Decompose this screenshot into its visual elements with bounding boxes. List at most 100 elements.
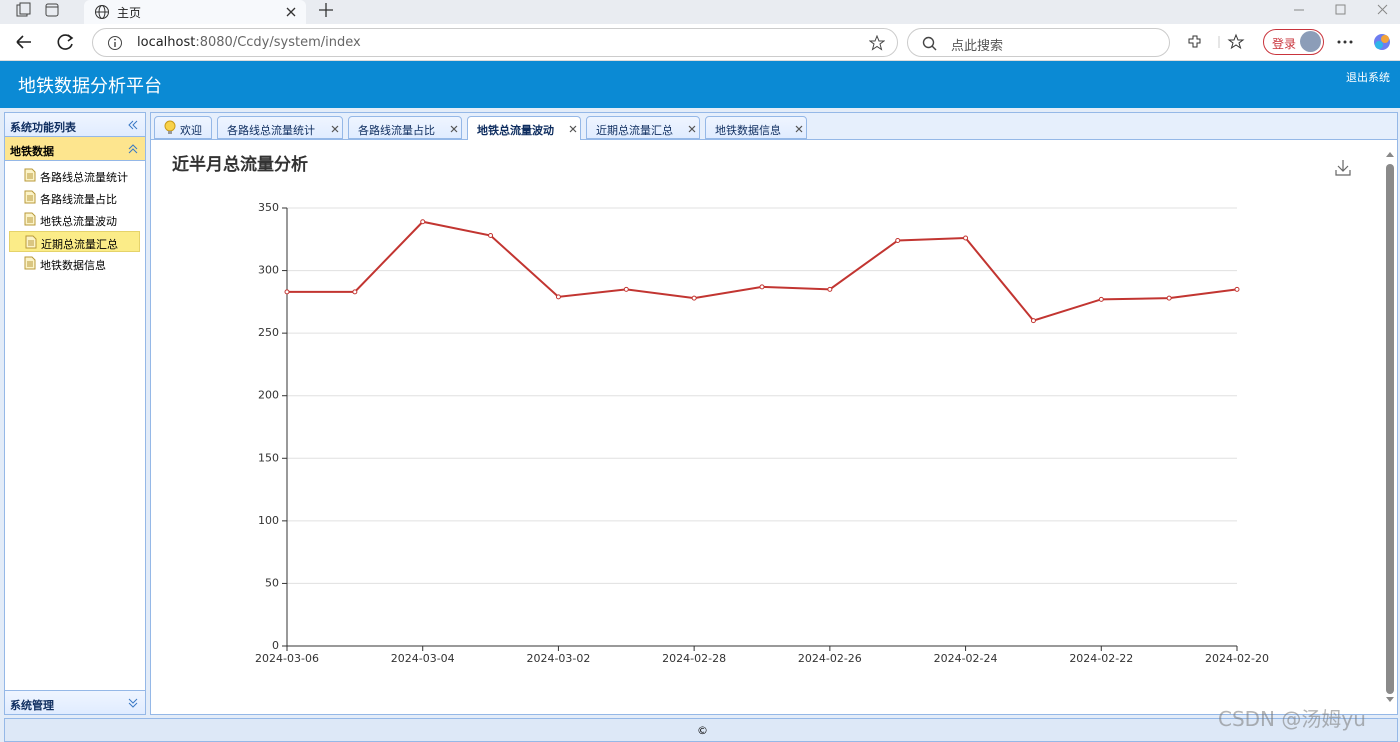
tab-close-shape: [795, 125, 803, 133]
group-toggle-icon[interactable]: [127, 697, 139, 709]
close-icon[interactable]: [286, 7, 296, 17]
file-icon-shape: [25, 235, 37, 249]
tab[interactable]: 各路线流量占比: [348, 116, 462, 139]
x-tick-label: 2024-03-04: [391, 652, 455, 665]
address-bar[interactable]: localhost:8080/Ccdy/system/index: [92, 28, 898, 57]
nav-icons[interactable]: [14, 33, 78, 51]
tab-label: 地铁数据信息: [715, 124, 781, 137]
data-point: [691, 295, 697, 301]
login-label: 登录: [1272, 37, 1297, 51]
avatar: [1300, 31, 1321, 52]
menu-item[interactable]: 近期总流量汇总: [9, 231, 140, 252]
browser-tab[interactable]: 主页: [84, 0, 306, 24]
menu-items: 各路线总流量统计各路线流量占比 地铁总流量波动近期总流量汇总 地铁数据信息: [5, 165, 145, 285]
url-path: :8080/Ccdy/system/index: [195, 35, 361, 50]
menu-item-label: 各路线总流量统计: [40, 171, 128, 184]
tab-label: 各路线总流量统计: [227, 124, 315, 137]
browser-tab-title: 主页: [117, 6, 142, 20]
tab-close[interactable]: [331, 125, 339, 133]
info-icon: [108, 36, 122, 50]
tab-actions-icons[interactable]: [16, 2, 60, 18]
footer: ©: [4, 718, 1398, 742]
favorite-icon[interactable]: [869, 35, 885, 51]
url-host: localhost: [137, 35, 196, 50]
group-label: 系统管理: [10, 699, 54, 712]
menu-item[interactable]: 各路线总流量统计: [9, 165, 140, 186]
group-toggle-icon[interactable]: [127, 143, 139, 155]
sidebar-header: 系统功能列表: [5, 113, 145, 137]
data-point: [895, 238, 901, 244]
search-box[interactable]: 点此搜索: [907, 28, 1170, 57]
chart: 近半月总流量分析 0 50 100 150 200 250 300 350 2024-03-06…: [172, 154, 1351, 665]
sidebar: 系统功能列表 地铁数据 各路线总流量统计各路线流量占比 地铁总流量波动近期总流量汇…: [4, 112, 146, 715]
menu-item-label: 近期总流量汇总: [41, 238, 118, 251]
menu-item-label: 地铁数据信息: [40, 259, 106, 272]
file-icon: [24, 168, 36, 182]
logout-link[interactable]: 退出系统: [1346, 71, 1390, 84]
y-tick-label: 50: [265, 576, 279, 589]
data-point: [1098, 296, 1104, 302]
file-icon-lines: [27, 173, 33, 179]
tab-close-shape: [450, 125, 458, 133]
y-tick-label: 0: [272, 639, 279, 652]
data-point: [963, 235, 969, 241]
group-header[interactable]: 地铁数据: [5, 137, 145, 161]
tab[interactable]: 地铁总流量波动: [467, 116, 581, 140]
tab[interactable]: 各路线总流量统计: [217, 116, 343, 139]
scroll-thumb[interactable]: [1386, 164, 1394, 694]
footer-text: ©: [697, 724, 708, 737]
menu-and-copilot[interactable]: [1336, 33, 1392, 53]
tab-label: 欢迎: [180, 124, 202, 137]
group-label: 地铁数据: [10, 145, 54, 158]
data-point: [1234, 286, 1240, 292]
file-icon-lines: [27, 195, 33, 201]
scroll-down[interactable]: [1385, 696, 1395, 704]
tab-close[interactable]: [795, 125, 803, 133]
tab-close[interactable]: [688, 125, 696, 133]
file-icon-shape: [24, 212, 36, 226]
menu-item[interactable]: 地铁数据信息: [9, 253, 140, 274]
data-point: [759, 284, 765, 290]
tab-label: 各路线流量占比: [358, 124, 435, 137]
toolbar-icons[interactable]: [1186, 33, 1256, 51]
menu-item[interactable]: 各路线流量占比: [9, 187, 140, 208]
tab[interactable]: 近期总流量汇总: [586, 116, 700, 139]
tab-close-shape: [688, 125, 696, 133]
tab-label: 地铁总流量波动: [477, 124, 554, 137]
download-icon[interactable]: [1335, 160, 1351, 176]
new-tab-icon[interactable]: [318, 2, 334, 18]
tab[interactable]: 地铁数据信息: [705, 116, 807, 139]
tab[interactable]: 欢迎: [154, 116, 212, 139]
group-header[interactable]: 系统管理: [5, 690, 145, 714]
file-icon-shape: [24, 256, 36, 270]
data-line: [287, 220, 1238, 322]
login-button[interactable]: 登录: [1263, 29, 1324, 55]
app-title: 地铁数据分析平台: [18, 76, 162, 97]
y-tick-label: 350: [258, 201, 279, 214]
tab-close-shape: [331, 125, 339, 133]
bulb-icon: [164, 120, 176, 134]
search-placeholder: 点此搜索: [951, 39, 1004, 54]
tab-close[interactable]: [450, 125, 458, 133]
x-tick-label: 2024-03-02: [526, 652, 590, 665]
bulb-glass: [164, 120, 176, 132]
data-point: [488, 233, 494, 239]
data-point: [1166, 295, 1172, 301]
tab-label: 近期总流量汇总: [596, 124, 673, 137]
scrollbar[interactable]: [1384, 150, 1396, 705]
data-point: [420, 219, 426, 225]
sidebar-title: 系统功能列表: [10, 121, 76, 134]
tab-strip: 欢迎 各路线总流量统计 各路线流量占比 地铁总流量波动 近期总流量汇总 地铁数据信息: [151, 113, 1397, 140]
y-tick-label: 300: [258, 264, 279, 277]
collapse-icon[interactable]: [127, 119, 139, 131]
tab-close[interactable]: [569, 125, 577, 133]
file-icon: [24, 212, 36, 226]
scroll-up[interactable]: [1385, 150, 1395, 158]
data-point: [352, 289, 358, 295]
file-icon-lines: [27, 217, 33, 223]
menu-item[interactable]: 地铁总流量波动: [9, 209, 140, 230]
window-controls[interactable]: [1290, 2, 1390, 18]
y-tick-label: 250: [258, 326, 279, 339]
file-icon: [24, 190, 36, 204]
y-tick-label: 100: [258, 514, 279, 527]
